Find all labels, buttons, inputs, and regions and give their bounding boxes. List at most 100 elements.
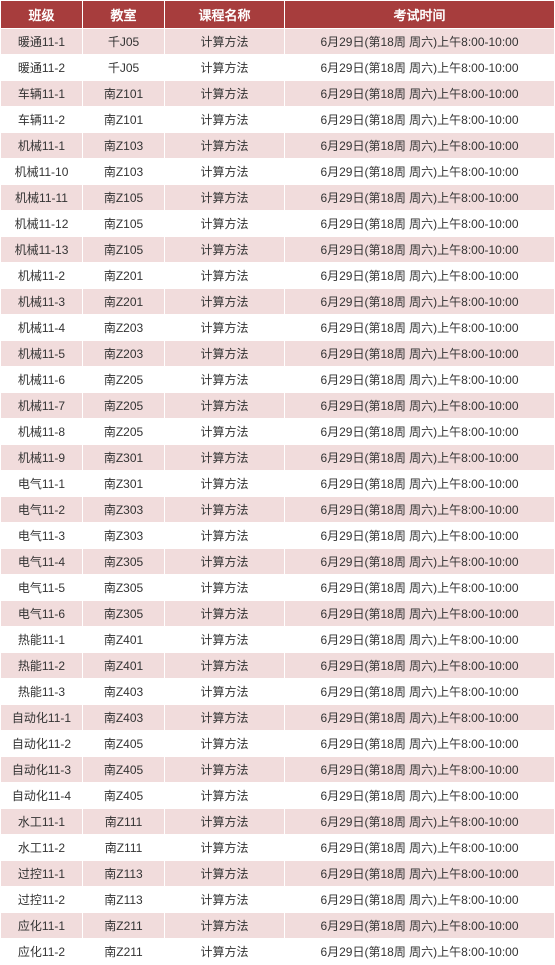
- cell-course: 计算方法: [165, 133, 285, 159]
- cell-class: 暖通11-2: [1, 55, 83, 81]
- cell-time: 6月29日(第18周 周六)上午8:00-10:00: [285, 757, 555, 783]
- cell-room: 千J05: [83, 29, 165, 55]
- table-row: 自动化11-3南Z405计算方法6月29日(第18周 周六)上午8:00-10:…: [1, 757, 555, 783]
- cell-course: 计算方法: [165, 29, 285, 55]
- cell-course: 计算方法: [165, 263, 285, 289]
- cell-time: 6月29日(第18周 周六)上午8:00-10:00: [285, 939, 555, 965]
- cell-class: 过控11-2: [1, 887, 83, 913]
- cell-room: 南Z205: [83, 367, 165, 393]
- table-row: 电气11-3南Z303计算方法6月29日(第18周 周六)上午8:00-10:0…: [1, 523, 555, 549]
- cell-course: 计算方法: [165, 757, 285, 783]
- cell-room: 南Z113: [83, 887, 165, 913]
- cell-room: 南Z211: [83, 939, 165, 965]
- table-row: 车辆11-1南Z101计算方法6月29日(第18周 周六)上午8:00-10:0…: [1, 81, 555, 107]
- header-course: 课程名称: [165, 1, 285, 29]
- cell-room: 南Z101: [83, 81, 165, 107]
- cell-course: 计算方法: [165, 81, 285, 107]
- cell-class: 自动化11-4: [1, 783, 83, 809]
- table-row: 自动化11-4南Z405计算方法6月29日(第18周 周六)上午8:00-10:…: [1, 783, 555, 809]
- cell-time: 6月29日(第18周 周六)上午8:00-10:00: [285, 419, 555, 445]
- cell-class: 电气11-5: [1, 575, 83, 601]
- cell-time: 6月29日(第18周 周六)上午8:00-10:00: [285, 29, 555, 55]
- cell-course: 计算方法: [165, 731, 285, 757]
- cell-time: 6月29日(第18周 周六)上午8:00-10:00: [285, 315, 555, 341]
- cell-room: 南Z301: [83, 471, 165, 497]
- cell-time: 6月29日(第18周 周六)上午8:00-10:00: [285, 705, 555, 731]
- cell-class: 电气11-1: [1, 471, 83, 497]
- cell-class: 机械11-10: [1, 159, 83, 185]
- table-row: 电气11-4南Z305计算方法6月29日(第18周 周六)上午8:00-10:0…: [1, 549, 555, 575]
- cell-course: 计算方法: [165, 107, 285, 133]
- cell-time: 6月29日(第18周 周六)上午8:00-10:00: [285, 887, 555, 913]
- cell-class: 车辆11-2: [1, 107, 83, 133]
- cell-class: 机械11-4: [1, 315, 83, 341]
- table-row: 热能11-2南Z401计算方法6月29日(第18周 周六)上午8:00-10:0…: [1, 653, 555, 679]
- cell-course: 计算方法: [165, 55, 285, 81]
- cell-time: 6月29日(第18周 周六)上午8:00-10:00: [285, 393, 555, 419]
- table-row: 机械11-6南Z205计算方法6月29日(第18周 周六)上午8:00-10:0…: [1, 367, 555, 393]
- cell-class: 自动化11-1: [1, 705, 83, 731]
- cell-time: 6月29日(第18周 周六)上午8:00-10:00: [285, 601, 555, 627]
- cell-course: 计算方法: [165, 627, 285, 653]
- cell-time: 6月29日(第18周 周六)上午8:00-10:00: [285, 783, 555, 809]
- table-body: 暖通11-1千J05计算方法6月29日(第18周 周六)上午8:00-10:00…: [1, 29, 555, 965]
- table-row: 热能11-3南Z403计算方法6月29日(第18周 周六)上午8:00-10:0…: [1, 679, 555, 705]
- cell-course: 计算方法: [165, 783, 285, 809]
- cell-class: 应化11-2: [1, 939, 83, 965]
- cell-room: 南Z211: [83, 913, 165, 939]
- cell-class: 热能11-2: [1, 653, 83, 679]
- table-row: 机械11-4南Z203计算方法6月29日(第18周 周六)上午8:00-10:0…: [1, 315, 555, 341]
- cell-room: 南Z103: [83, 133, 165, 159]
- cell-room: 南Z305: [83, 549, 165, 575]
- table-row: 机械11-10南Z103计算方法6月29日(第18周 周六)上午8:00-10:…: [1, 159, 555, 185]
- cell-time: 6月29日(第18周 周六)上午8:00-10:00: [285, 809, 555, 835]
- cell-time: 6月29日(第18周 周六)上午8:00-10:00: [285, 263, 555, 289]
- cell-class: 水工11-2: [1, 835, 83, 861]
- cell-class: 热能11-3: [1, 679, 83, 705]
- cell-time: 6月29日(第18周 周六)上午8:00-10:00: [285, 185, 555, 211]
- cell-class: 机械11-12: [1, 211, 83, 237]
- cell-room: 南Z203: [83, 341, 165, 367]
- cell-course: 计算方法: [165, 315, 285, 341]
- cell-course: 计算方法: [165, 939, 285, 965]
- cell-class: 热能11-1: [1, 627, 83, 653]
- cell-time: 6月29日(第18周 周六)上午8:00-10:00: [285, 731, 555, 757]
- cell-course: 计算方法: [165, 523, 285, 549]
- header-time: 考试时间: [285, 1, 555, 29]
- table-row: 机械11-13南Z105计算方法6月29日(第18周 周六)上午8:00-10:…: [1, 237, 555, 263]
- cell-course: 计算方法: [165, 211, 285, 237]
- cell-time: 6月29日(第18周 周六)上午8:00-10:00: [285, 523, 555, 549]
- cell-room: 南Z305: [83, 575, 165, 601]
- cell-class: 车辆11-1: [1, 81, 83, 107]
- cell-class: 机械11-2: [1, 263, 83, 289]
- table-row: 机械11-3南Z201计算方法6月29日(第18周 周六)上午8:00-10:0…: [1, 289, 555, 315]
- cell-time: 6月29日(第18周 周六)上午8:00-10:00: [285, 653, 555, 679]
- cell-time: 6月29日(第18周 周六)上午8:00-10:00: [285, 81, 555, 107]
- table-row: 过控11-2南Z113计算方法6月29日(第18周 周六)上午8:00-10:0…: [1, 887, 555, 913]
- cell-class: 机械11-8: [1, 419, 83, 445]
- cell-room: 南Z303: [83, 523, 165, 549]
- cell-room: 南Z405: [83, 757, 165, 783]
- cell-course: 计算方法: [165, 835, 285, 861]
- cell-class: 应化11-1: [1, 913, 83, 939]
- cell-time: 6月29日(第18周 周六)上午8:00-10:00: [285, 679, 555, 705]
- cell-course: 计算方法: [165, 367, 285, 393]
- cell-course: 计算方法: [165, 159, 285, 185]
- table-row: 机械11-8南Z205计算方法6月29日(第18周 周六)上午8:00-10:0…: [1, 419, 555, 445]
- cell-room: 南Z101: [83, 107, 165, 133]
- cell-time: 6月29日(第18周 周六)上午8:00-10:00: [285, 471, 555, 497]
- cell-room: 南Z111: [83, 809, 165, 835]
- table-row: 电气11-5南Z305计算方法6月29日(第18周 周六)上午8:00-10:0…: [1, 575, 555, 601]
- cell-class: 水工11-1: [1, 809, 83, 835]
- cell-course: 计算方法: [165, 601, 285, 627]
- cell-time: 6月29日(第18周 周六)上午8:00-10:00: [285, 237, 555, 263]
- table-row: 水工11-1南Z111计算方法6月29日(第18周 周六)上午8:00-10:0…: [1, 809, 555, 835]
- cell-time: 6月29日(第18周 周六)上午8:00-10:00: [285, 107, 555, 133]
- cell-room: 南Z305: [83, 601, 165, 627]
- table-row: 车辆11-2南Z101计算方法6月29日(第18周 周六)上午8:00-10:0…: [1, 107, 555, 133]
- cell-room: 南Z403: [83, 679, 165, 705]
- table-row: 暖通11-2千J05计算方法6月29日(第18周 周六)上午8:00-10:00: [1, 55, 555, 81]
- cell-class: 电气11-4: [1, 549, 83, 575]
- cell-course: 计算方法: [165, 653, 285, 679]
- header-room: 教室: [83, 1, 165, 29]
